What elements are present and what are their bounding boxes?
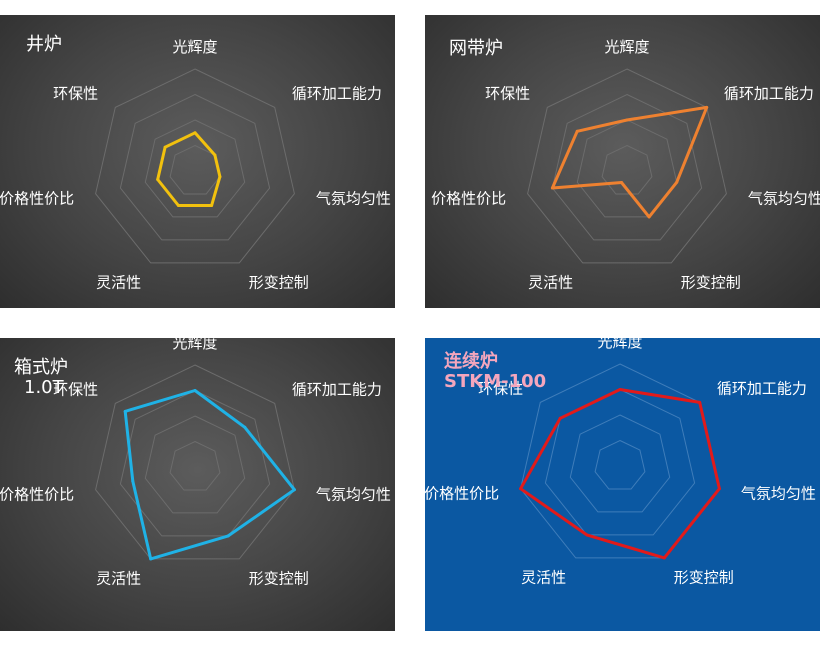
axis-label: 环保性: [53, 85, 98, 103]
axis-label: 光辉度: [172, 338, 217, 352]
data-point: [717, 487, 721, 491]
chart-title-main: 箱式炉: [14, 357, 68, 378]
axis-label: 价格性价比: [431, 190, 506, 208]
data-point: [193, 131, 197, 135]
data-point: [243, 425, 247, 429]
axis-label: 形变控制: [681, 274, 741, 292]
data-point: [176, 204, 180, 207]
data-point: [163, 145, 167, 149]
axis-label: 光辉度: [604, 38, 649, 56]
series-line: [123, 389, 296, 561]
data-point: [662, 556, 666, 560]
chart-title-sub: 1.0T: [24, 377, 64, 398]
axis-label: 气氛均匀性: [748, 190, 820, 208]
data-point: [519, 487, 523, 491]
radar-panel-continuous-furnace: 光辉度循环加工能力气氛均匀性形变控制 灵活性 价格性价比 环保性 连续炉 STKM-10…: [425, 338, 820, 631]
chart-title-main: 井炉: [26, 34, 62, 55]
data-point: [210, 204, 214, 207]
axis-label: 形变控制: [249, 274, 309, 292]
axis-label: 气氛均匀性: [316, 486, 391, 504]
grid-ring: [144, 415, 246, 514]
grid-ring: [119, 93, 271, 241]
data-point: [647, 215, 651, 219]
grid-ring: [169, 440, 221, 491]
data-point: [558, 416, 562, 420]
data-point: [213, 153, 217, 157]
radar-panel-box-furnace: 光辉度循环加工能力气氛均匀性形变控制 灵活性 价格性价比 环保性 箱式炉 1.0T: [0, 338, 395, 631]
grid-ring: [576, 119, 678, 218]
grid-ring: [527, 68, 727, 264]
axis-label: 气氛均匀性: [741, 485, 816, 503]
series-line: [550, 105, 709, 219]
chart-title: 连续炉 STKM-100: [444, 352, 546, 392]
axis-label: 灵活性: [528, 274, 573, 292]
series-line: [519, 388, 721, 560]
chart-title: 井炉: [26, 35, 62, 55]
chart-title: 箱式炉 1.0T: [14, 358, 68, 398]
chart-title-sub: STKM-100: [444, 371, 547, 392]
data-point: [585, 533, 589, 537]
data-point: [123, 409, 127, 413]
radar-panel-mesh-belt-furnace: 光辉度循环加工能力气氛均匀性形变控制 灵活性 价格性价比 环保性 网带炉: [425, 15, 820, 308]
axis-label: 循环加工能力: [292, 381, 382, 399]
data-point: [226, 534, 230, 538]
grid-ring: [569, 414, 671, 513]
axis-label: 环保性: [478, 380, 523, 398]
data-point: [149, 557, 153, 561]
axis-label: 价格性价比: [425, 485, 499, 503]
data-point: [698, 400, 702, 404]
data-point: [625, 118, 629, 122]
axis-label: 光辉度: [597, 338, 642, 351]
axis-label: 灵活性: [521, 569, 566, 587]
data-point: [675, 180, 679, 184]
grid-ring: [594, 439, 646, 490]
data-point: [618, 388, 622, 391]
axis-label: 灵活性: [96, 570, 141, 588]
grid-ring: [551, 93, 703, 241]
grid-ring: [601, 144, 653, 195]
grid-ring: [95, 68, 295, 264]
data-point: [193, 389, 197, 392]
axis-label: 价格性价比: [0, 486, 74, 504]
data-point: [131, 479, 135, 483]
axis-label: 价格性价比: [0, 190, 74, 208]
axis-label: 气氛均匀性: [316, 190, 391, 208]
axis-label: 环保性: [53, 381, 98, 399]
axis-label: 环保性: [485, 85, 530, 103]
axis-label: 循环加工能力: [717, 380, 807, 398]
grid-ring: [144, 119, 246, 218]
radar-panel-well-furnace: 光辉度循环加工能力气氛均匀性形变控制 灵活性 价格性价比 环保性 井炉: [0, 15, 395, 308]
data-point: [620, 181, 623, 184]
grid-ring: [544, 388, 696, 536]
data-point: [292, 488, 296, 492]
data-point: [550, 186, 554, 190]
axis-label: 光辉度: [172, 38, 217, 56]
grid-ring: [95, 364, 295, 560]
data-point: [218, 175, 222, 179]
data-point: [705, 105, 709, 109]
series-line: [156, 131, 222, 207]
chart-title-main: 网带炉: [449, 38, 503, 59]
axis-label: 循环加工能力: [292, 85, 382, 103]
data-point: [156, 178, 160, 181]
chart-title-main: 连续炉: [444, 351, 498, 372]
axis-label: 循环加工能力: [724, 85, 814, 103]
data-point: [575, 129, 579, 133]
grid-ring: [119, 389, 271, 537]
axis-label: 形变控制: [249, 570, 309, 588]
chart-title: 网带炉: [449, 39, 503, 59]
axis-label: 形变控制: [674, 569, 734, 587]
axis-label: 灵活性: [96, 274, 141, 292]
